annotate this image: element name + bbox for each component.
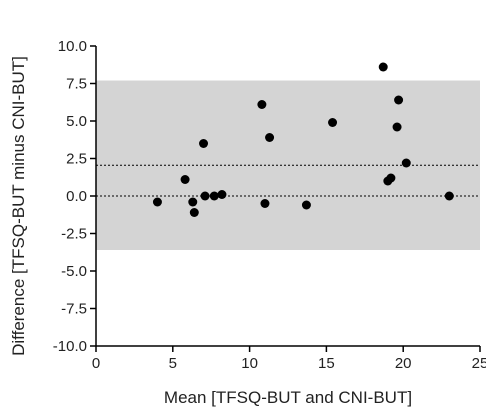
data-point xyxy=(257,100,267,109)
data-point xyxy=(401,158,411,168)
x-tick-label: 15 xyxy=(318,355,335,372)
data-point xyxy=(188,197,198,207)
y-axis-ticks: 10.0 7.5 5.0 2.5 0.0 -2.5 -5.0 -7.5 -10.0 xyxy=(53,38,96,355)
data-point xyxy=(199,139,209,148)
data-points xyxy=(152,62,454,217)
y-tick-label: 2.5 xyxy=(66,151,87,168)
data-point xyxy=(180,175,190,184)
data-point xyxy=(217,190,227,199)
data-point xyxy=(189,208,199,217)
data-point xyxy=(386,173,396,183)
y-axis-title: Difference [TFSQ-BUT minus CNI-BUT] xyxy=(9,56,28,356)
y-tick-label: 0.0 xyxy=(66,188,87,205)
y-tick-label: 5.0 xyxy=(66,113,87,130)
y-tick-label: -10.0 xyxy=(53,338,87,355)
data-point xyxy=(152,197,162,207)
y-tick-label: -7.5 xyxy=(61,301,87,318)
x-tick-label: 20 xyxy=(395,355,412,372)
data-point xyxy=(209,191,219,201)
y-tick-label: 7.5 xyxy=(66,76,87,93)
y-tick-label: -5.0 xyxy=(61,263,87,280)
data-point xyxy=(328,118,338,127)
data-point xyxy=(200,191,210,201)
data-point xyxy=(265,133,275,142)
data-point xyxy=(378,62,388,72)
x-tick-label: 0 xyxy=(92,355,100,372)
x-tick-label: 25 xyxy=(472,355,486,372)
x-tick-label: 5 xyxy=(169,355,177,372)
x-axis-title: Mean [TFSQ-BUT and CNI-BUT] xyxy=(164,388,412,407)
x-tick-label: 10 xyxy=(241,355,258,372)
data-point xyxy=(301,200,311,210)
data-point xyxy=(260,199,270,208)
x-axis-ticks: 0 5 10 15 20 25 xyxy=(92,346,486,372)
y-tick-label: 10.0 xyxy=(58,38,87,55)
data-point xyxy=(392,122,402,132)
data-point xyxy=(394,95,404,105)
data-point xyxy=(444,191,454,201)
y-tick-label: -2.5 xyxy=(61,226,87,243)
